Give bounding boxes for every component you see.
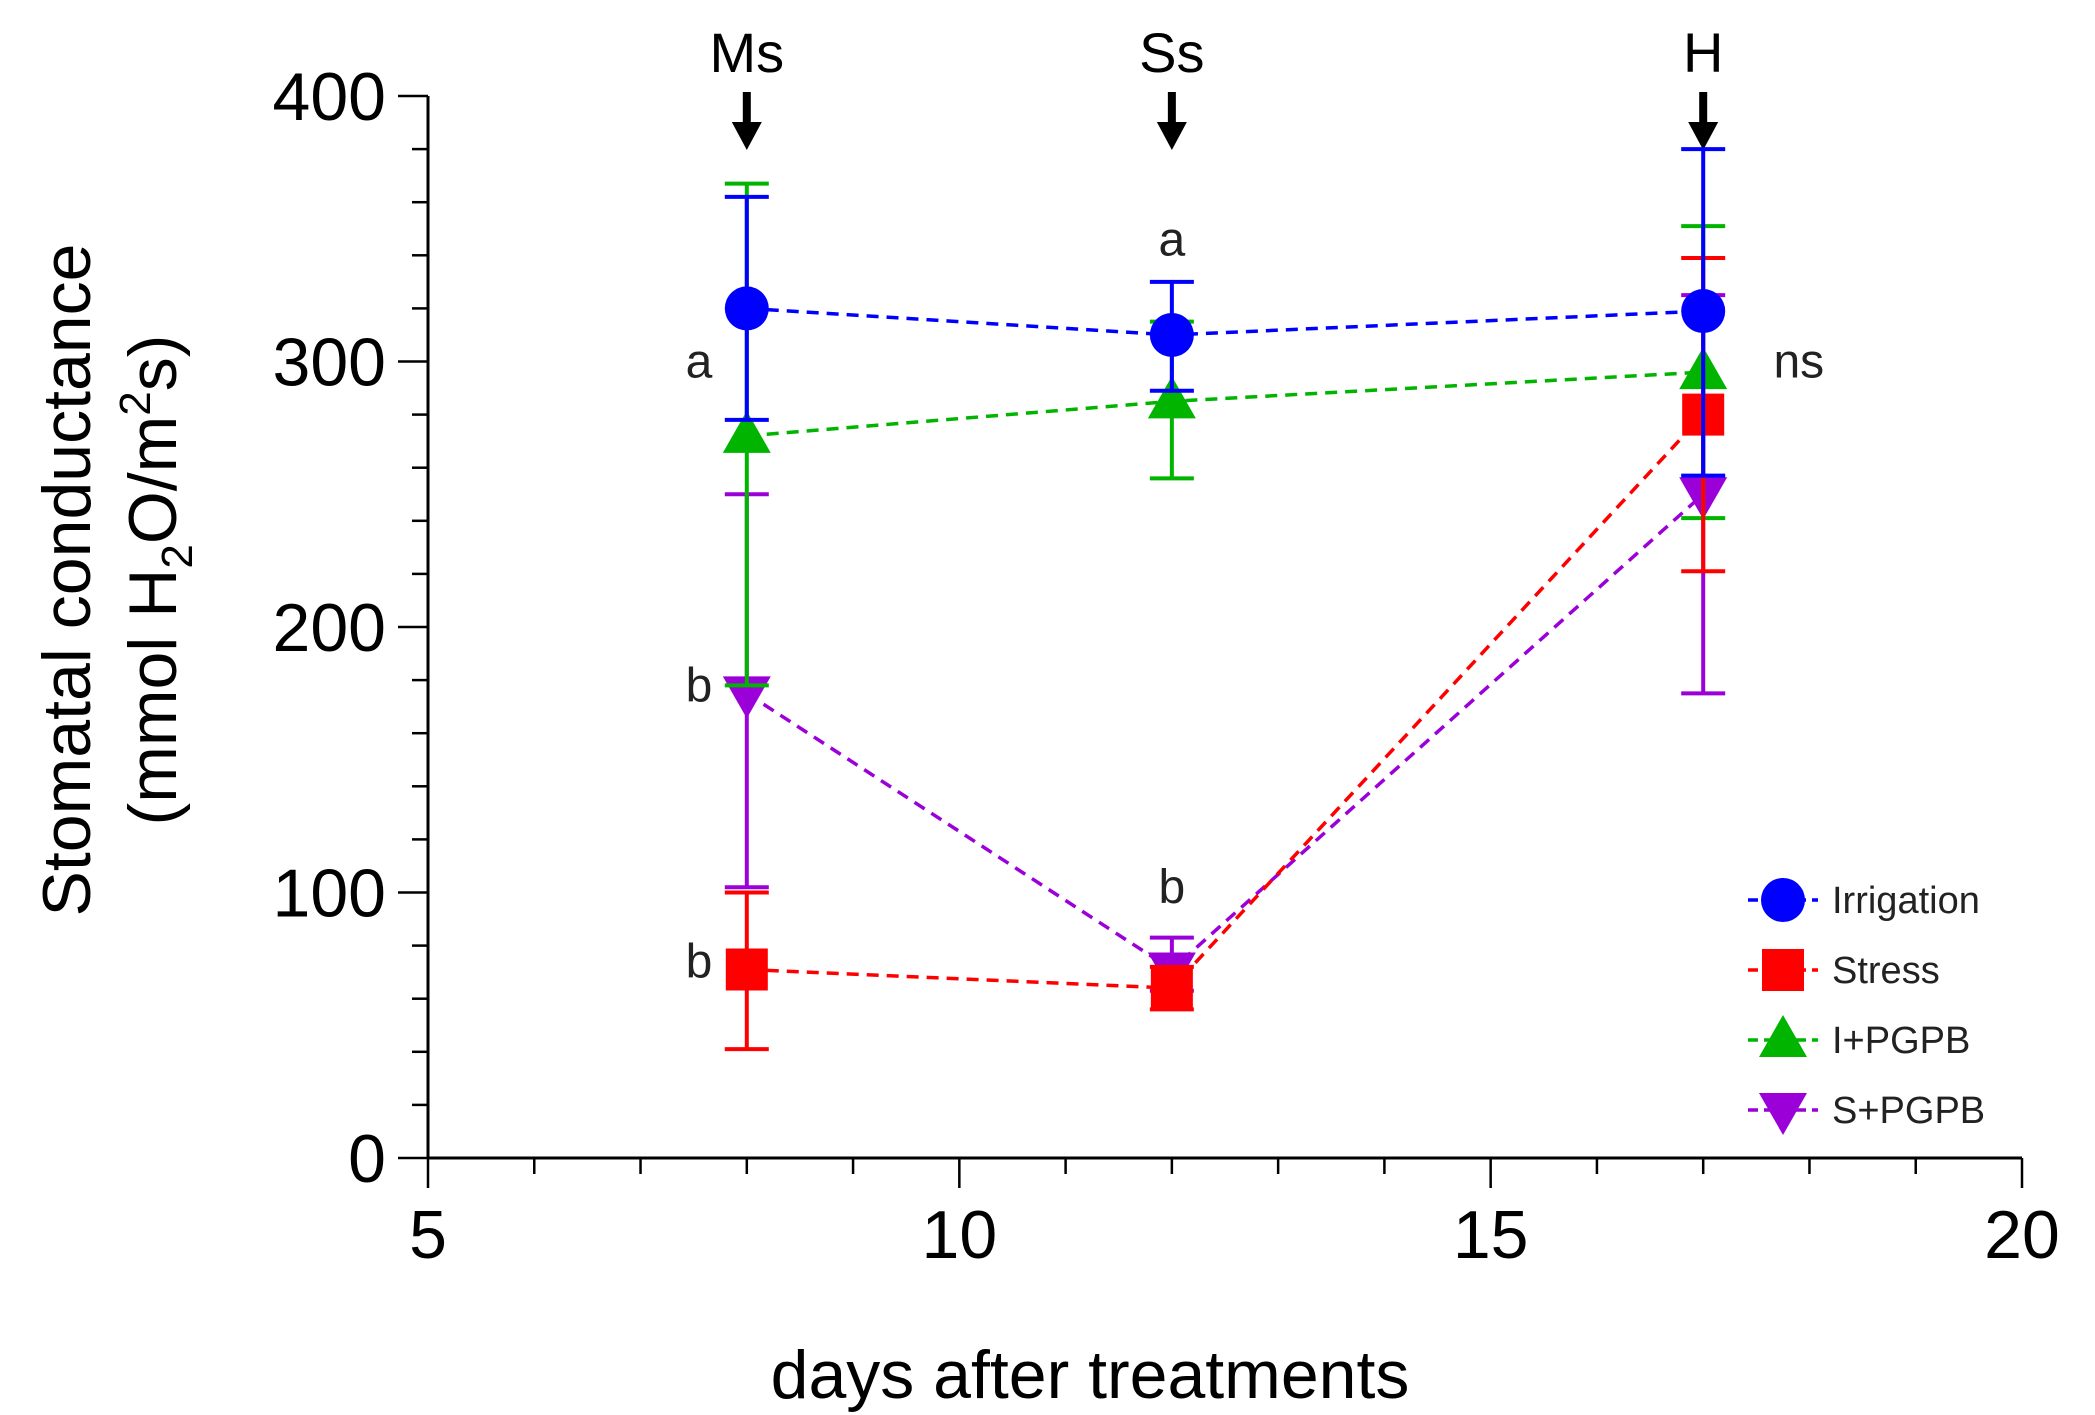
plot-area	[722, 147, 1728, 1052]
significance-label: b	[1159, 861, 1186, 914]
legend: Irrigation Stress I+PGPB S+PGPB	[1748, 878, 1985, 1135]
legend-item: I+PGPB	[1748, 1015, 1970, 1062]
legend-item: S+PGPB	[1748, 1090, 1985, 1135]
y-axis-title: Stomatal conductance (mmol H2O/m2s)	[29, 244, 202, 917]
y-tick-label: 300	[273, 325, 386, 401]
event-markers: Ms Ss H	[709, 21, 1723, 150]
series-line	[746, 413, 1705, 990]
x-tick-label: 15	[1453, 1197, 1529, 1273]
event-arrow-head	[731, 122, 762, 150]
legend-marker	[1762, 949, 1804, 991]
legend-marker	[1759, 1093, 1807, 1135]
y-axis-unit-part: O/m	[115, 416, 191, 544]
x-axis-title: days after treatments	[771, 1337, 1410, 1413]
legend-item: Irrigation	[1748, 878, 1980, 922]
x-tick-label: 10	[922, 1197, 998, 1273]
data-point	[1147, 376, 1196, 419]
y-axis-title-line1: Stomatal conductance	[29, 244, 105, 917]
y-axis-title-line2: (mmol H2O/m2s)	[111, 335, 202, 826]
legend-label: Stress	[1832, 950, 1940, 992]
event-label: Ss	[1139, 21, 1204, 84]
legend-label: Irrigation	[1832, 880, 1980, 922]
series-i-pgpb	[722, 181, 1728, 688]
y-axis-unit-part: (mmol H	[115, 569, 191, 826]
y-tick-label: 0	[348, 1121, 386, 1197]
significance-label: b	[686, 659, 713, 712]
y-axis-superscript: 2	[111, 391, 160, 415]
data-point	[724, 286, 769, 331]
significance-label: a	[686, 335, 713, 388]
series-s-pgpb	[722, 293, 1728, 995]
data-point	[1149, 312, 1194, 357]
significance-label: ns	[1773, 335, 1824, 388]
legend-marker	[1761, 878, 1805, 922]
y-tick-label: 400	[273, 59, 386, 135]
legend-label: I+PGPB	[1832, 1020, 1970, 1062]
significance-label: a	[1159, 213, 1186, 266]
series-line	[746, 370, 1704, 438]
series-irrigation	[724, 147, 1726, 478]
data-point	[725, 948, 768, 991]
legend-item: Stress	[1748, 949, 1940, 992]
y-tick-label: 200	[273, 590, 386, 666]
event-arrow-head	[1156, 122, 1187, 150]
data-point	[1681, 289, 1726, 334]
y-tick-label: 100	[273, 856, 386, 932]
y-axis-subscript: 2	[153, 544, 202, 568]
series-stress	[724, 255, 1726, 1052]
series-line	[746, 306, 1704, 337]
data-point	[722, 410, 771, 453]
legend-label: S+PGPB	[1832, 1090, 1985, 1132]
x-tick-label: 5	[409, 1197, 447, 1273]
x-tick-label: 20	[1984, 1197, 2060, 1273]
series-line	[745, 492, 1705, 972]
data-point	[1150, 967, 1193, 1010]
significance-label: b	[686, 935, 713, 988]
significance-annotations: a b b a b ns	[686, 213, 1825, 988]
event-label: Ms	[709, 21, 784, 84]
legend-marker	[1759, 1015, 1807, 1057]
event-label: H	[1683, 21, 1723, 84]
event-arrow-head	[1688, 122, 1719, 150]
y-axis-unit-part: s)	[115, 335, 191, 392]
